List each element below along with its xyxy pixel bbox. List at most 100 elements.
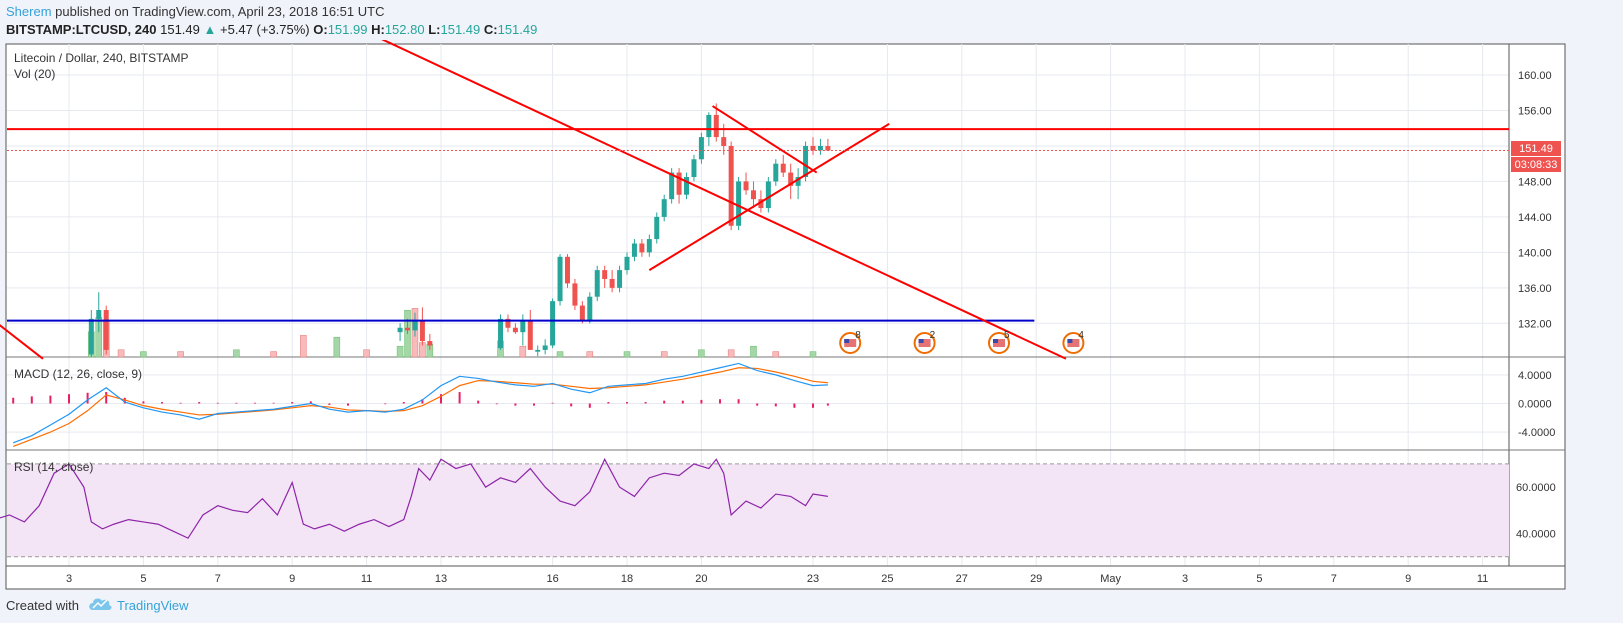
macd-tick-label: 0.0000	[1518, 399, 1552, 411]
event-flag-canton	[844, 339, 850, 343]
price-tick-label: 160.00	[1518, 70, 1552, 82]
candle-body	[412, 320, 418, 331]
event-flag-stripe	[918, 339, 931, 347]
macd-line	[12, 362, 828, 444]
time-tick-label: 29	[1030, 573, 1042, 585]
candle-body	[520, 320, 526, 333]
low-value: 151.49	[440, 22, 481, 37]
candle-body	[542, 345, 548, 350]
price-tick-label: 148.00	[1518, 176, 1552, 188]
candle-body	[698, 137, 704, 160]
time-tick-label: 25	[881, 573, 893, 585]
candle-body	[505, 318, 511, 328]
candle-body	[564, 256, 570, 284]
up-arrow-icon: ▲	[203, 22, 217, 37]
time-badge-text: 03:08:33	[1515, 159, 1558, 171]
volume-bar	[556, 351, 564, 358]
event-count: 2	[930, 330, 936, 341]
volume-bar	[396, 345, 404, 358]
candle-body	[609, 278, 615, 288]
event-flag-stripe	[844, 339, 857, 347]
candle-body	[103, 310, 109, 350]
event-count: 8	[855, 330, 861, 341]
symbol-label: BITSTAMP:LTCUSD, 240	[6, 22, 157, 37]
candle-body	[96, 310, 102, 319]
time-tick-label: May	[1100, 573, 1121, 585]
candle-body	[631, 243, 637, 257]
trend-line	[712, 105, 818, 174]
tradingview-brand-link[interactable]: TradingView	[117, 598, 189, 613]
macd-tick-label: -4.0000	[1518, 427, 1555, 439]
candle-body	[706, 114, 712, 138]
last-price: 151.49	[160, 22, 200, 37]
time-tick-label: 5	[140, 573, 146, 585]
candle-body	[535, 349, 541, 352]
candle-body	[557, 256, 563, 302]
volume-bar	[750, 345, 757, 358]
candle-body	[736, 181, 742, 226]
event-markers: 8 2 5 4	[839, 330, 1085, 354]
time-axis-labels: 3 5 7 9 11 13 16 18 20 23 25 27 29 May 3 5 7 9 11	[66, 573, 1488, 585]
time-tick-label: 3	[1182, 573, 1188, 585]
candle-body	[661, 199, 667, 217]
event-flag-canton	[918, 339, 924, 343]
volume-bar	[177, 351, 184, 358]
event-count: 4	[1078, 330, 1084, 341]
rsi-tick-label: 60.0000	[1516, 482, 1556, 494]
time-tick-label: 27	[956, 573, 968, 585]
candle-body	[617, 270, 623, 288]
published-text: published on TradingView.com, April 23, …	[55, 4, 385, 19]
time-tick-label: 18	[621, 573, 633, 585]
rsi-line	[0, 457, 828, 539]
trend-line	[648, 122, 890, 271]
price-tick-label: 156.00	[1518, 106, 1552, 118]
low-label: L:	[428, 22, 441, 37]
time-tick-label: 7	[215, 573, 221, 585]
event-flag-canton	[1067, 339, 1073, 343]
volume-bar	[698, 349, 705, 358]
candle-body	[780, 163, 786, 173]
volume-bar	[117, 349, 125, 358]
event-flag-canton	[993, 339, 998, 343]
rsi-pane	[0, 457, 1509, 558]
close-label: C:	[483, 22, 498, 37]
candle-body	[587, 296, 593, 321]
candle-body	[639, 243, 645, 253]
candle-body	[676, 172, 682, 195]
volume-bar	[586, 351, 594, 358]
volume-bar	[140, 351, 147, 358]
time-tick-label: 13	[435, 573, 447, 585]
trend-line	[381, 40, 1067, 360]
macd-pane	[12, 362, 829, 447]
candle-body	[579, 305, 585, 321]
candle-body	[817, 145, 823, 151]
candle-body	[803, 145, 809, 178]
time-tick-label: 11	[1477, 573, 1488, 585]
volume-bar	[333, 336, 341, 358]
time-tick-label: 23	[807, 573, 819, 585]
time-tick-label: 11	[361, 573, 372, 585]
candle-body	[602, 270, 608, 279]
candle-body	[795, 177, 801, 186]
candle-body	[498, 318, 504, 349]
event-flag-stripe	[1067, 339, 1080, 347]
macd-tick-label: 4.0000	[1518, 370, 1552, 382]
volume-bar	[660, 351, 668, 358]
candle-body	[550, 301, 556, 346]
volume-bar	[623, 351, 631, 358]
candle-body	[721, 137, 727, 146]
created-with-text: Created with	[6, 598, 79, 613]
candle-body	[788, 172, 794, 186]
volume-bar	[270, 351, 277, 358]
candle-body	[810, 145, 816, 151]
footer: Created with TradingView	[0, 590, 1623, 623]
author-link[interactable]: Sherem	[6, 4, 52, 19]
time-tick-label: 9	[289, 573, 295, 585]
volume-bar	[519, 345, 527, 358]
candle-body	[669, 172, 675, 200]
time-badge	[1511, 157, 1561, 172]
candle-body	[594, 270, 600, 297]
event-flag-stripe	[993, 339, 1005, 347]
candle-body	[624, 256, 630, 271]
